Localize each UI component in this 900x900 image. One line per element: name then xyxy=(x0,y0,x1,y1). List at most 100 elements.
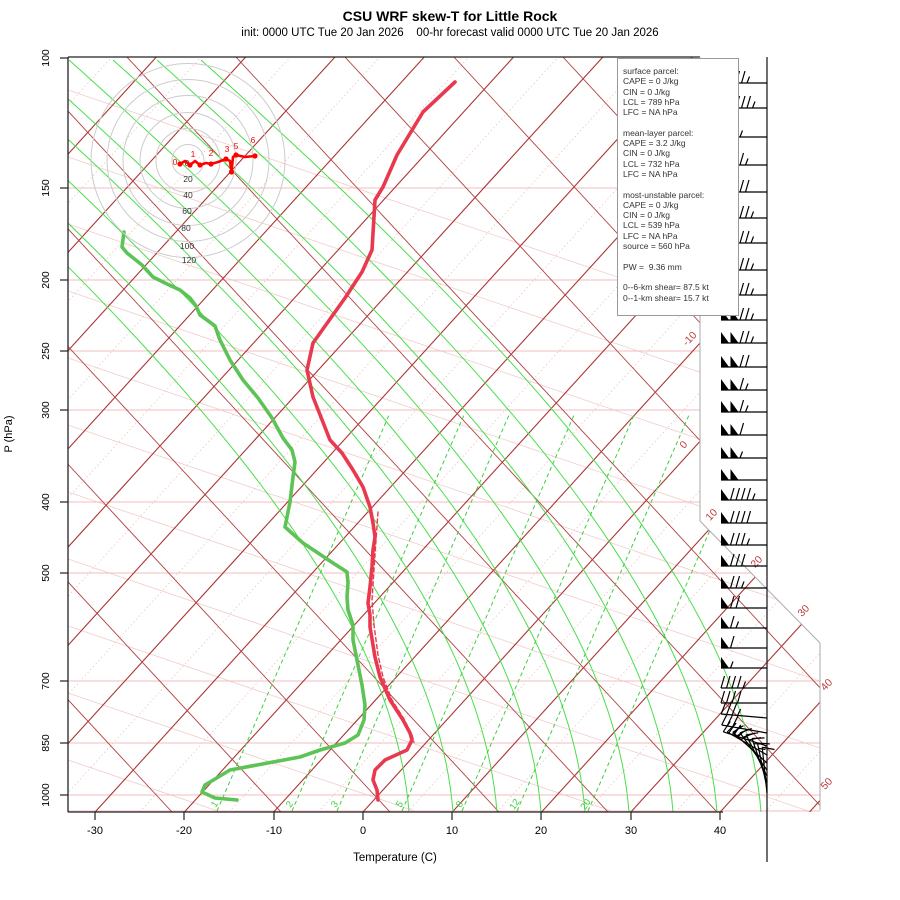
wind-barb xyxy=(721,469,767,481)
parcel-info-box: surface parcel: CAPE = 0 J/kg CIN = 0 J/kg… xyxy=(617,58,739,316)
svg-text:-30: -30 xyxy=(87,825,103,837)
info-line: LCL = 789 hPa xyxy=(623,96,680,107)
moist-adiabat-lines xyxy=(68,59,762,812)
wind-barb xyxy=(721,487,767,501)
svg-text:500: 500 xyxy=(40,564,52,582)
svg-text:700: 700 xyxy=(40,672,52,690)
svg-text:-10: -10 xyxy=(266,825,282,837)
wind-barb xyxy=(721,575,767,589)
info-line: CIN = 0 J/kg xyxy=(623,86,671,97)
svg-text:60: 60 xyxy=(182,206,192,216)
wind-barb xyxy=(720,675,767,689)
info-line: CAPE = 0 J/kg xyxy=(623,76,679,87)
svg-text:12: 12 xyxy=(507,797,522,812)
svg-text:1: 1 xyxy=(191,149,196,159)
svg-text:2: 2 xyxy=(284,799,296,810)
svg-text:300: 300 xyxy=(40,401,52,419)
svg-text:0: 0 xyxy=(360,825,366,837)
wind-barb xyxy=(721,532,767,546)
dewpoint-curve xyxy=(120,230,367,802)
svg-text:10: 10 xyxy=(446,825,458,837)
svg-text:100: 100 xyxy=(40,49,52,67)
info-line: CIN = 0 J/kg xyxy=(623,210,671,221)
svg-text:250: 250 xyxy=(40,342,52,360)
svg-text:120: 120 xyxy=(182,255,196,265)
svg-text:0: 0 xyxy=(173,157,178,167)
wind-barb xyxy=(721,657,767,669)
svg-text:40: 40 xyxy=(183,190,193,200)
svg-text:20: 20 xyxy=(535,825,547,837)
info-line: PW = 9.36 mm xyxy=(623,261,682,272)
info-line: 0--1-km shear= 15.7 kt xyxy=(623,292,709,303)
svg-text:0: 0 xyxy=(677,439,690,452)
wind-barb xyxy=(721,447,767,459)
svg-text:20: 20 xyxy=(183,174,193,184)
wind-barb xyxy=(721,399,767,413)
svg-text:40: 40 xyxy=(714,825,726,837)
mixing-ratio-labels: 1 2 3 5 8 12 20 xyxy=(209,797,594,812)
wind-barb xyxy=(721,510,767,524)
svg-text:5: 5 xyxy=(394,799,406,810)
svg-text:400: 400 xyxy=(40,493,52,511)
wind-barb xyxy=(721,330,767,344)
wind-barb xyxy=(721,713,768,734)
info-line: 0--6-km shear= 87.5 kt xyxy=(623,282,709,293)
svg-text:20: 20 xyxy=(748,553,765,570)
svg-text:2: 2 xyxy=(209,148,214,158)
page-subtitle: init: 0000 UTC Tue 20 Jan 2026 00-hr for… xyxy=(241,27,659,39)
info-line: LFC = NA hPa xyxy=(623,107,678,118)
page-title: CSU WRF skew-T for Little Rock xyxy=(342,8,558,24)
svg-text:-10: -10 xyxy=(680,329,699,348)
svg-text:6: 6 xyxy=(251,135,256,145)
wind-barb xyxy=(720,690,767,704)
info-line: source = 560 hPa xyxy=(623,241,690,252)
info-line: mean-layer parcel: xyxy=(623,127,694,138)
wind-barb xyxy=(721,615,767,629)
info-line xyxy=(623,117,733,127)
info-line: CAPE = 3.2 J/kg xyxy=(623,138,686,149)
wind-barb xyxy=(721,635,767,649)
svg-text:100: 100 xyxy=(180,241,194,251)
svg-text:-20: -20 xyxy=(176,825,192,837)
svg-text:40: 40 xyxy=(818,676,835,693)
svg-text:50: 50 xyxy=(818,775,835,792)
svg-text:1: 1 xyxy=(209,799,221,810)
info-line: surface parcel: xyxy=(623,66,679,76)
info-line xyxy=(623,179,733,189)
svg-text:8: 8 xyxy=(454,799,466,810)
info-line: most-unstable parcel: xyxy=(623,189,705,200)
info-line: LCL = 732 hPa xyxy=(623,158,680,169)
svg-text:3: 3 xyxy=(329,799,341,810)
svg-text:150: 150 xyxy=(40,179,52,197)
svg-text:200: 200 xyxy=(40,271,52,289)
wind-barb xyxy=(721,595,767,609)
info-line: LCL = 539 hPa xyxy=(623,220,680,231)
info-line xyxy=(623,251,733,261)
info-line: LFC = NA hPa xyxy=(623,230,678,241)
info-line xyxy=(623,272,733,282)
wind-barb xyxy=(721,354,767,368)
wind-barb xyxy=(721,553,767,567)
svg-text:1000: 1000 xyxy=(40,783,52,807)
mixing-ratio-lines xyxy=(216,414,761,812)
temperature-curve xyxy=(305,80,457,802)
svg-text:30: 30 xyxy=(625,825,637,837)
wind-barb xyxy=(721,422,767,436)
svg-text:3: 3 xyxy=(225,144,230,154)
svg-text:80: 80 xyxy=(181,223,191,233)
wind-barb xyxy=(720,702,768,719)
temperature-axis-label: Temperature (C) xyxy=(353,852,437,864)
svg-text:850: 850 xyxy=(40,734,52,752)
wind-barb xyxy=(721,377,767,391)
info-line: CAPE = 0 J/kg xyxy=(623,199,679,210)
svg-text:20: 20 xyxy=(578,797,593,812)
svg-text:5: 5 xyxy=(234,141,239,151)
wind-barb xyxy=(761,746,775,794)
info-line: LFC = NA hPa xyxy=(623,168,678,179)
info-line: CIN = 0 J/kg xyxy=(623,148,671,159)
svg-text:10: 10 xyxy=(703,506,720,523)
